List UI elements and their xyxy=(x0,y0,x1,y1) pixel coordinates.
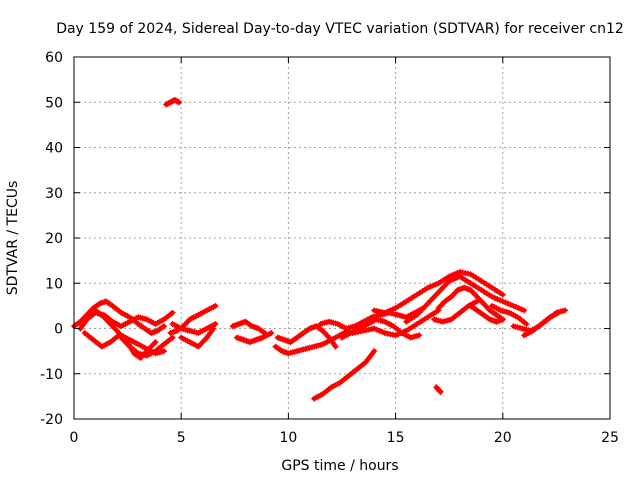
data-point-marker xyxy=(437,388,444,395)
data-point-marker xyxy=(432,281,439,288)
sat-trace-14 xyxy=(311,348,378,402)
data-point-marker xyxy=(430,282,437,289)
x-tick-label: 10 xyxy=(279,430,297,446)
x-tick-label: 15 xyxy=(387,430,405,446)
data-point-marker xyxy=(430,295,437,301)
data-point-marker xyxy=(387,307,394,314)
data-point-marker xyxy=(435,289,442,296)
data-point-marker xyxy=(494,296,501,303)
data-point-marker xyxy=(332,343,339,350)
y-tick-label: -20 xyxy=(40,412,63,428)
data-point-marker xyxy=(499,316,506,323)
data-point-marker xyxy=(443,280,450,287)
data-point-marker xyxy=(392,332,399,339)
data-point-marker xyxy=(414,311,420,318)
data-point-marker xyxy=(499,291,506,298)
data-point-marker xyxy=(555,309,562,316)
data-point-marker xyxy=(446,278,453,284)
data-point-marker xyxy=(169,309,176,316)
sat-trace-23 xyxy=(489,302,530,327)
data-point-marker xyxy=(268,330,275,336)
data-layer xyxy=(71,97,568,402)
data-point-marker xyxy=(507,301,514,308)
data-point-marker xyxy=(381,309,388,316)
sat-trace-7 xyxy=(169,321,219,336)
y-tick-label: 0 xyxy=(54,322,63,338)
x-tick-label: 5 xyxy=(177,430,186,446)
data-point-marker xyxy=(427,297,434,304)
data-point-marker xyxy=(499,298,506,305)
data-point-marker xyxy=(454,274,461,281)
data-point-marker xyxy=(518,306,525,313)
data-point-marker xyxy=(152,339,159,346)
sat-trace-5 xyxy=(118,334,176,359)
data-point-marker xyxy=(371,348,378,355)
y-tick-label: 50 xyxy=(45,95,63,111)
y-tick-label: 20 xyxy=(45,231,63,247)
grid-layer xyxy=(74,57,610,419)
sat-trace-11 xyxy=(233,330,275,346)
data-point-marker xyxy=(400,328,407,335)
data-point-marker xyxy=(395,331,402,338)
data-point-marker xyxy=(521,307,528,314)
y-tick-label: 60 xyxy=(45,50,63,66)
sat-trace-10 xyxy=(229,318,268,336)
data-point-marker xyxy=(513,304,520,310)
sat-trace-12 xyxy=(274,323,339,350)
data-point-marker xyxy=(427,283,434,290)
x-tick-label: 20 xyxy=(494,430,512,446)
data-point-marker xyxy=(510,302,517,309)
data-point-marker xyxy=(502,299,509,306)
axis-layer: 0 5 10 15 20 25 -20 -10 0 10 20 30 40 50 60 xyxy=(40,50,619,446)
data-point-marker xyxy=(389,306,396,313)
x-axis-label: GPS time / hours xyxy=(281,458,398,474)
data-point-marker xyxy=(212,302,219,309)
sat-trace-8 xyxy=(178,325,217,350)
data-point-marker xyxy=(376,327,383,334)
data-point-marker xyxy=(419,306,426,313)
sat-trace-20 xyxy=(435,284,506,323)
data-point-marker xyxy=(169,334,176,341)
chart-title: Day 159 of 2024, Sidereal Day-to-day VTE… xyxy=(56,21,624,37)
sat-trace-15 xyxy=(317,305,427,332)
sat-trace-19 xyxy=(403,273,528,325)
x-tick-label: 25 xyxy=(601,430,619,446)
sat-trace-9 xyxy=(163,97,183,108)
data-point-marker xyxy=(176,99,183,106)
data-point-marker xyxy=(161,323,167,330)
data-point-marker xyxy=(212,321,219,327)
data-point-marker xyxy=(489,293,496,300)
y-axis-label: SDTVAR / TECUs xyxy=(5,181,21,296)
data-point-marker xyxy=(416,309,423,316)
sat-trace-25 xyxy=(521,309,562,339)
sat-trace-26 xyxy=(433,384,444,395)
sat-trace-18 xyxy=(371,268,506,316)
data-point-marker xyxy=(210,325,217,332)
data-point-marker xyxy=(497,297,504,304)
data-point-marker xyxy=(474,298,481,305)
y-tick-label: 30 xyxy=(45,186,63,202)
data-point-marker xyxy=(515,305,522,312)
y-tick-label: 40 xyxy=(45,141,63,157)
data-point-marker xyxy=(416,332,423,339)
sat-trace-22 xyxy=(467,302,506,325)
data-point-marker xyxy=(422,303,429,310)
x-tick-label: 0 xyxy=(70,430,79,446)
y-tick-label: 10 xyxy=(45,276,63,292)
y-tick-label: -10 xyxy=(40,367,63,383)
data-point-marker xyxy=(562,307,568,314)
sat-trace-17 xyxy=(349,307,442,339)
data-point-marker xyxy=(373,326,380,333)
data-point-marker xyxy=(175,98,181,105)
data-point-marker xyxy=(440,283,447,290)
sat-trace-13 xyxy=(272,327,352,357)
data-point-marker xyxy=(432,292,439,299)
data-point-marker xyxy=(523,321,530,327)
data-point-marker xyxy=(448,276,455,283)
data-point-marker xyxy=(161,348,167,355)
data-point-marker xyxy=(379,328,386,335)
sat-trace-1 xyxy=(71,298,167,336)
